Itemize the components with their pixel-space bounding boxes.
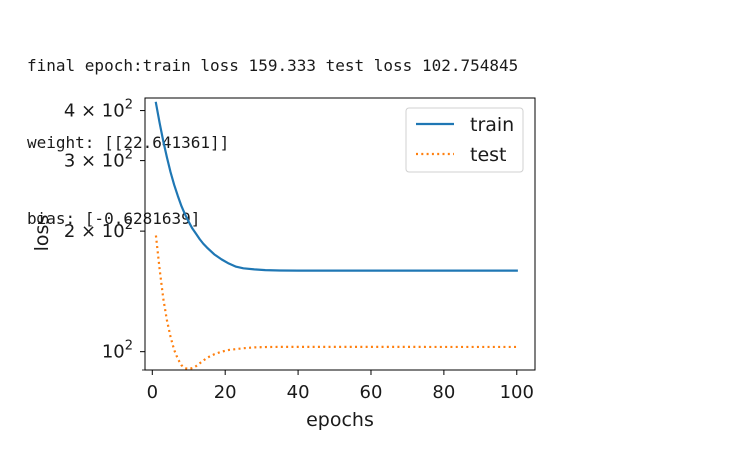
x-axis-label: epochs [306, 409, 374, 431]
y-axis-label: loss [31, 215, 53, 252]
legend-label-test: test [470, 144, 507, 166]
x-tick-label: 20 [214, 382, 237, 403]
y-tick-label: 2 × 102 [64, 218, 133, 242]
x-tick-label: 40 [287, 382, 310, 403]
series-line-test [154, 235, 517, 371]
y-tick-label: 3 × 102 [64, 148, 133, 172]
plot-frame [144, 97, 536, 371]
output-line-weight: weight: [[22.641361]] [27, 132, 230, 152]
y-tick-label: 4 × 102 [64, 98, 133, 122]
console-output: final epoch:train loss 159.333 test loss… [27, 2, 518, 257]
output-line-loss: final epoch:train loss 159.333 test loss… [27, 56, 519, 75]
x-tick-label: 100 [500, 382, 534, 403]
legend-label-train: train [470, 114, 514, 136]
output-line-bias: bias: [-0.6281639] [27, 209, 201, 228]
x-tick-label: 0 [147, 382, 158, 403]
y-tick-label: 102 [102, 339, 133, 363]
series-line-train [154, 101, 518, 272]
x-tick-label: 60 [360, 382, 383, 403]
x-tick-label: 80 [432, 382, 455, 403]
